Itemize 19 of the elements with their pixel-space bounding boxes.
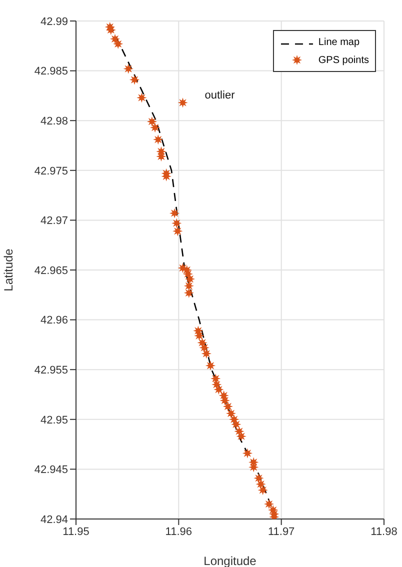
y-tick-label: 42.975 <box>34 165 68 178</box>
y-tick-label: 42.965 <box>34 264 68 277</box>
y-tick-label: 42.955 <box>34 364 68 377</box>
y-tick-label: 42.97 <box>40 215 68 228</box>
x-tick-label: 11.97 <box>268 526 295 538</box>
x-tick-label: 11.98 <box>370 526 398 538</box>
y-tick-label: 42.99 <box>40 16 68 28</box>
y-tick-label: 42.94 <box>40 514 68 526</box>
legend-label: Line map <box>318 36 360 48</box>
y-tick-label: 42.98 <box>40 116 68 128</box>
y-axis-title: Latitude <box>1 248 16 292</box>
legend-label: GPS points <box>318 54 369 66</box>
y-tick-label: 42.985 <box>34 66 68 78</box>
y-tick-label: 42.96 <box>40 314 68 327</box>
x-tick-label: 11.95 <box>62 526 90 538</box>
y-tick-label: 42.945 <box>34 464 68 476</box>
annotation: outlier <box>204 90 236 102</box>
y-tick-label: 42.95 <box>40 414 68 426</box>
x-tick-label: 11.96 <box>165 526 192 538</box>
